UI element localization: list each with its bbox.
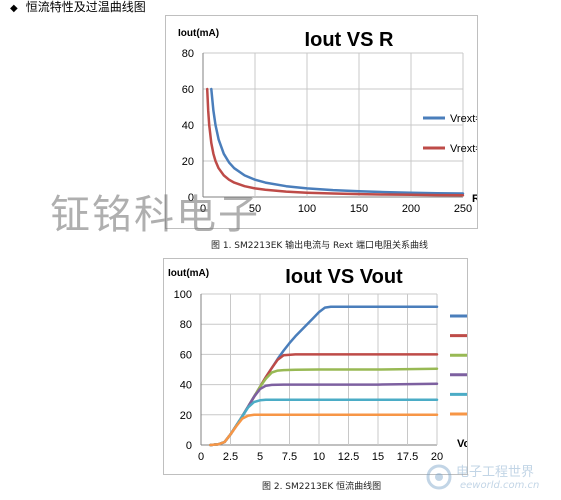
- chart-iout-vs-r-plot: Iout VS R Iout(mA) 0 20 40 60 80 0 50 100 150 200 25…: [178, 28, 497, 215]
- eeworld-logo-icon: [426, 464, 452, 490]
- x-axis-label: Vout(V): [457, 438, 467, 450]
- chart-title: Iout VS Vout: [285, 266, 403, 288]
- y-tick-label: 100: [174, 289, 192, 301]
- y-tick-label: 40: [180, 380, 192, 392]
- chart-iout-vs-vout-plot: Iout VS Vout Iout(mA) 0 20 40 60 80 100 0 2.5 5 7.5…: [168, 266, 506, 463]
- y-tick-label: 20: [182, 156, 194, 168]
- section-heading: ◆ 恒流特性及过温曲线图: [10, 0, 146, 16]
- series-line-20ma: [209, 413, 439, 447]
- figure-2-caption: 图 2. SM2213EK 恒流曲线图: [262, 482, 382, 492]
- y-tick-label: 0: [188, 192, 194, 204]
- y-tick-label: 80: [182, 48, 194, 60]
- x-tick-label: 150: [350, 203, 368, 215]
- x-tick-label: 250: [454, 203, 472, 215]
- y-axis-label: Iout(mA): [168, 268, 209, 279]
- chart-iout-vs-r: Iout VS R Iout(mA) 0 20 40 60 80 0 50 100 150 200 25…: [165, 15, 497, 229]
- y-tick-label: 0: [186, 440, 192, 452]
- eeworld-logo-en-text: eeworld.com.cn: [460, 480, 540, 491]
- x-tick-label: 0: [200, 203, 206, 215]
- series-line-vrext-0-6: [210, 87, 465, 195]
- x-tick-label: 5: [257, 451, 263, 463]
- figure-1-caption: 图 1. SM2213EK 输出电流与 Rext 端口电阻关系曲线: [211, 241, 428, 251]
- x-tick-label: 17.5: [397, 451, 418, 463]
- y-axis-label: Iout(mA): [178, 28, 219, 39]
- eeworld-logo-cn-text: 电子工程世界: [456, 465, 535, 480]
- x-tick-label: 50: [249, 203, 261, 215]
- x-tick-label: 20: [431, 451, 443, 463]
- x-tick-label: 200: [402, 203, 420, 215]
- x-tick-label: 15: [372, 451, 384, 463]
- series-line-90ma: [209, 305, 439, 447]
- chart-title: Iout VS R: [305, 29, 394, 51]
- y-tick-label: 80: [180, 319, 192, 331]
- section-heading-text: 恒流特性及过温曲线图: [25, 0, 146, 14]
- x-tick-label: 7.5: [282, 451, 297, 463]
- eeworld-logo: 电子工程世界 eeworld.com.cn: [420, 458, 558, 498]
- series-line-30ma: [209, 398, 439, 447]
- diamond-bullet-icon: ◆: [10, 3, 18, 14]
- series-line-vrext-0-3: [205, 87, 465, 197]
- chart-iout-vs-vout: Iout VS Vout Iout(mA) 0 20 40 60 80 100 0 2.5 5 7.5…: [163, 258, 506, 475]
- y-tick-label: 40: [182, 120, 194, 132]
- x-tick-label: 2.5: [223, 451, 238, 463]
- x-tick-label: 12.5: [338, 451, 359, 463]
- legend-label: Vrext=0.6: [450, 113, 477, 125]
- company-watermark: 钲铭科电子: [50, 192, 260, 238]
- x-tick-label: 100: [298, 203, 316, 215]
- x-axis-label: R(Ω): [472, 193, 477, 205]
- y-tick-label: 20: [180, 410, 192, 422]
- x-tick-label: 0: [198, 451, 204, 463]
- x-tick-label: 10: [313, 451, 325, 463]
- y-tick-label: 60: [180, 349, 192, 361]
- legend-label: Vrext=0.3: [450, 143, 477, 155]
- y-tick-label: 60: [182, 84, 194, 96]
- series-line-50ma: [209, 367, 439, 447]
